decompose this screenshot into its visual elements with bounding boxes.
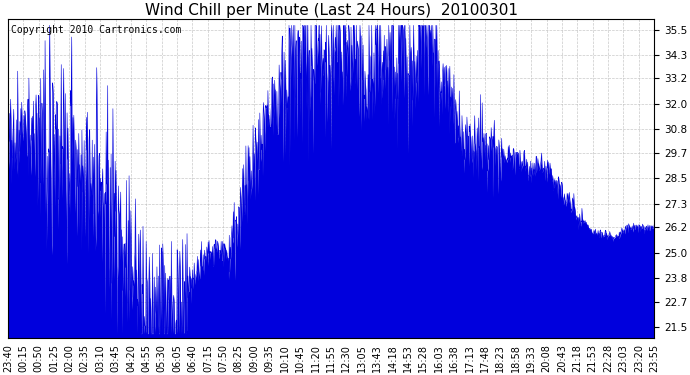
Title: Wind Chill per Minute (Last 24 Hours)  20100301: Wind Chill per Minute (Last 24 Hours) 20…: [144, 3, 518, 18]
Text: Copyright 2010 Cartronics.com: Copyright 2010 Cartronics.com: [11, 26, 181, 35]
